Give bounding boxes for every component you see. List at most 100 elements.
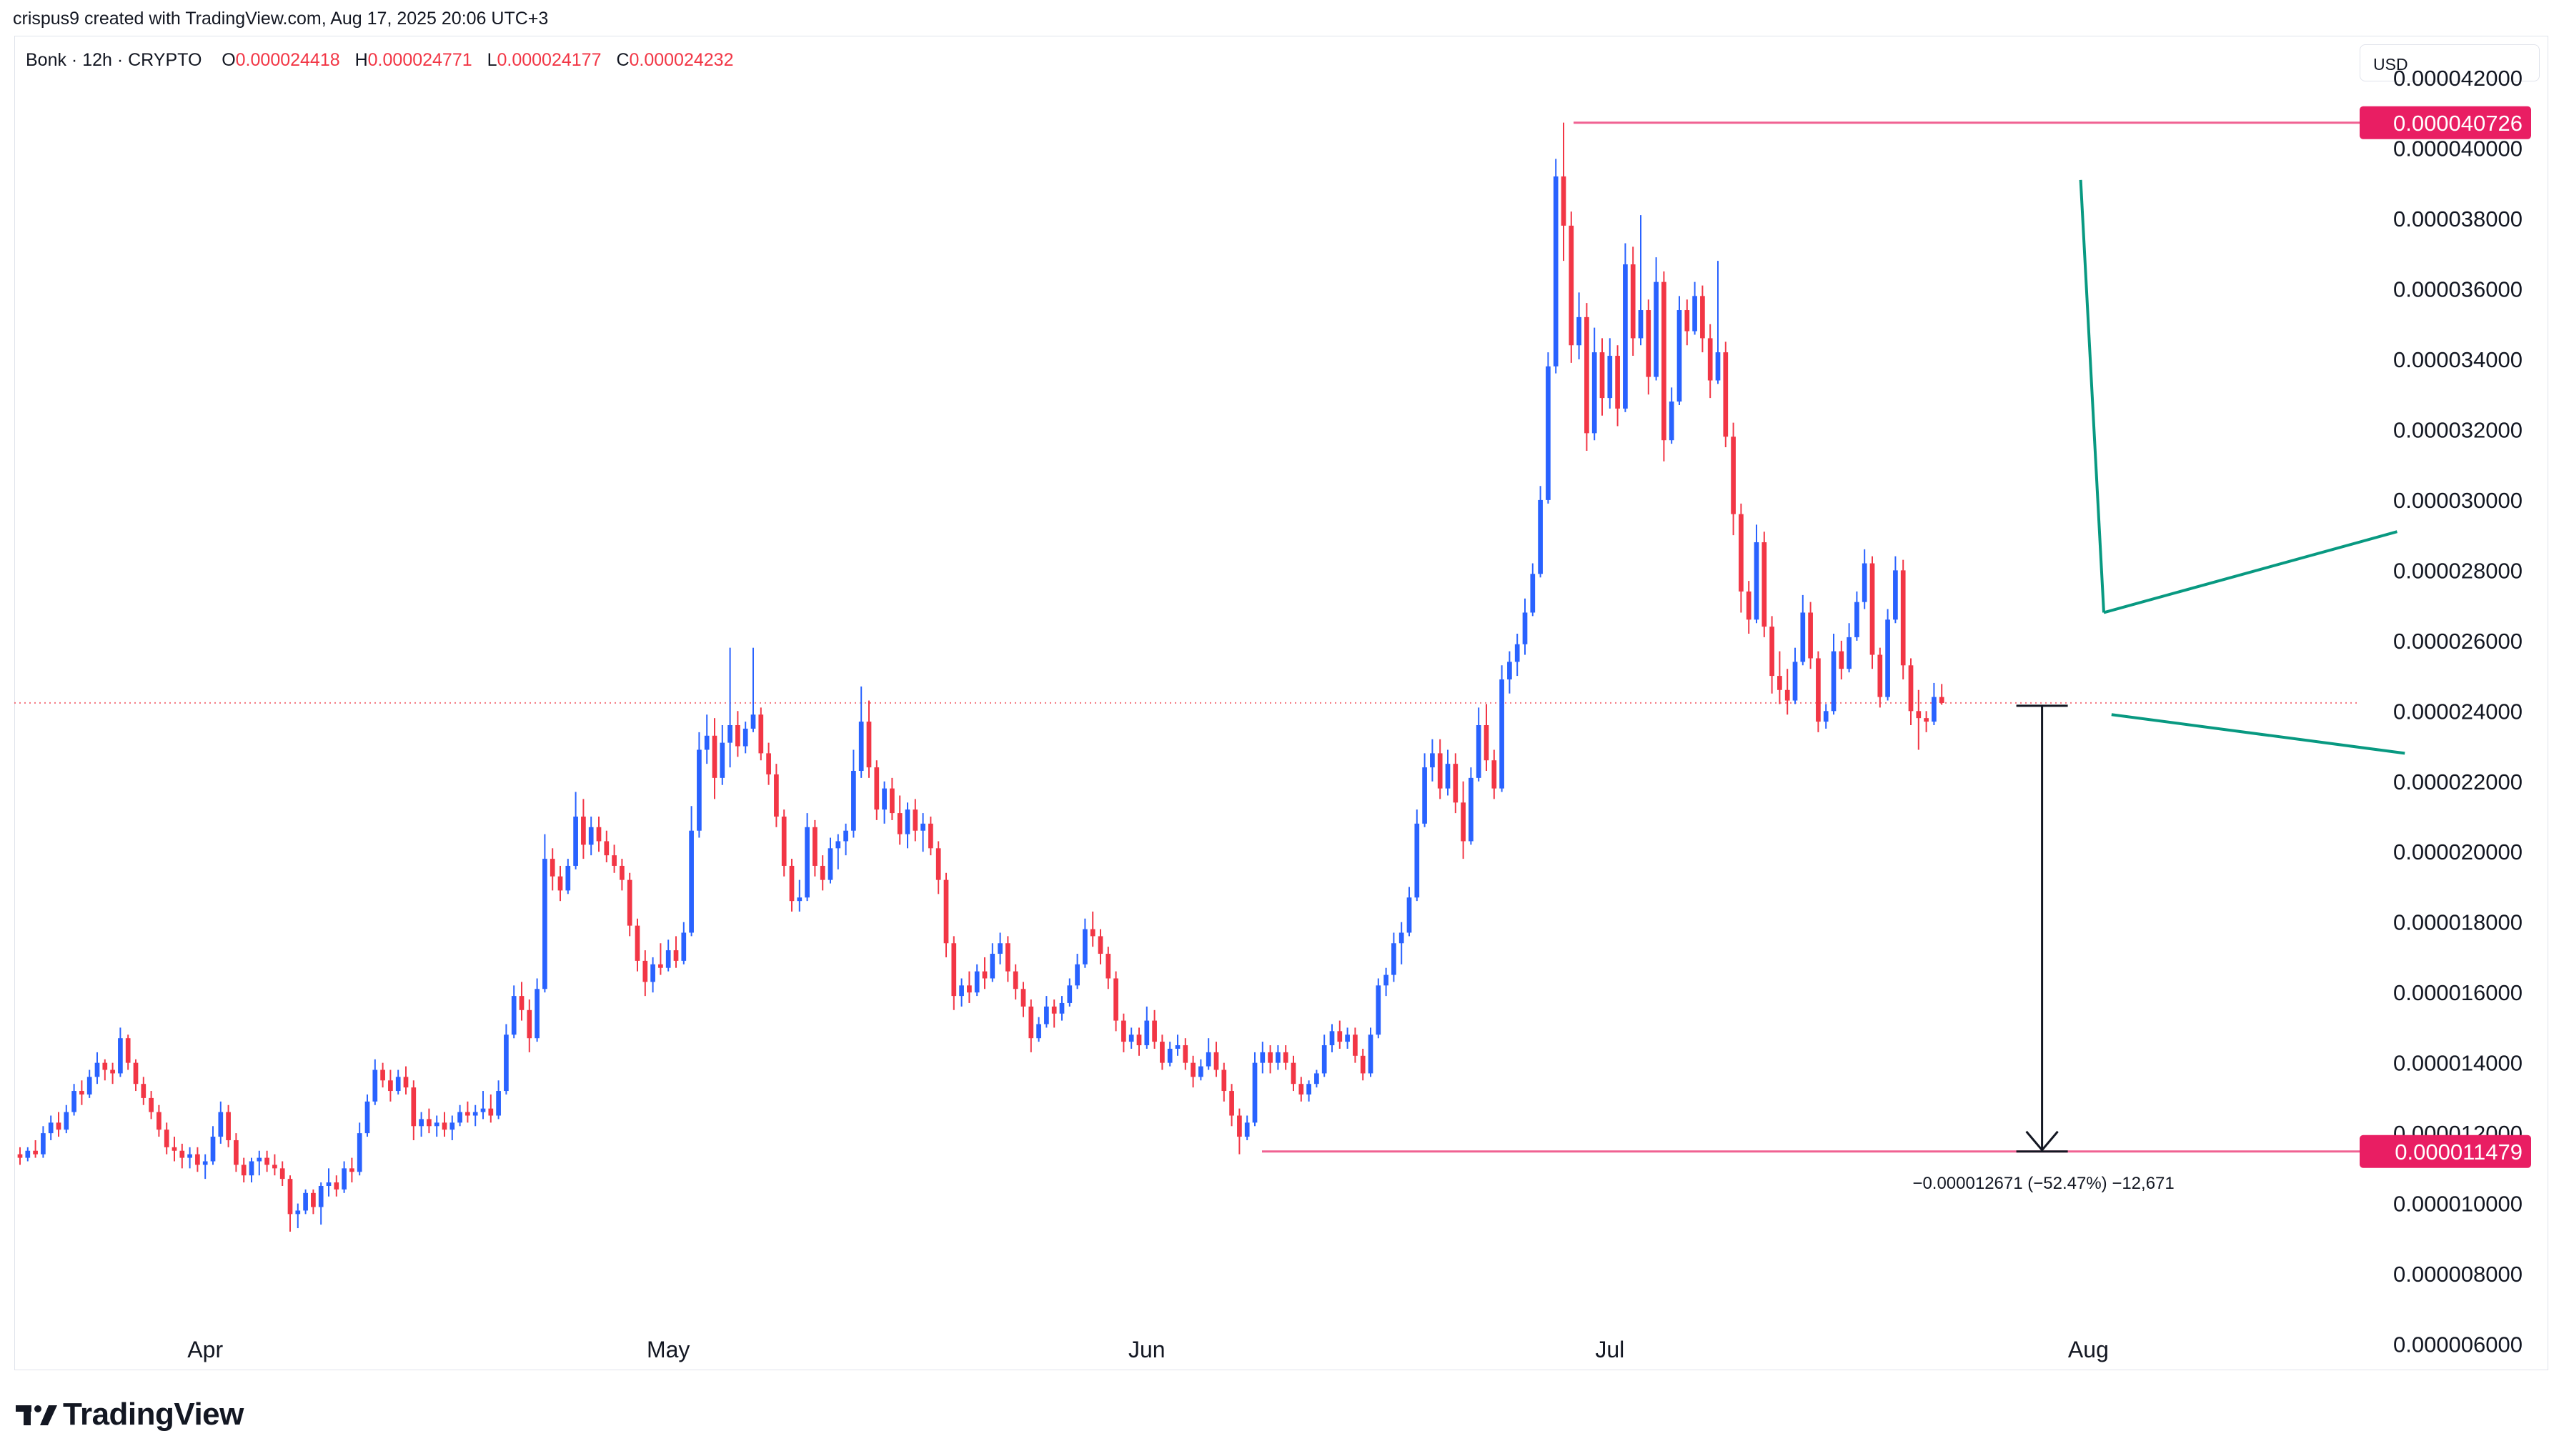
candle <box>1623 243 1628 412</box>
drawings-layer: −0.000012671 (−52.47%) −12,671 <box>1262 121 2405 1193</box>
candle <box>1484 704 1489 772</box>
candle <box>1792 647 1798 704</box>
candle-body <box>1306 1084 1311 1095</box>
candle-body <box>928 823 933 849</box>
candle <box>449 1115 455 1140</box>
candle-body <box>620 865 625 880</box>
candle <box>1707 324 1713 399</box>
candle <box>1167 1042 1173 1067</box>
candle <box>1538 486 1543 578</box>
candle <box>1816 651 1821 732</box>
candle-body <box>1530 574 1536 613</box>
candle-body <box>1113 978 1118 1021</box>
candle-body <box>665 950 671 968</box>
candle <box>1353 1027 1358 1063</box>
candle <box>1461 781 1466 859</box>
candle-body <box>1561 176 1566 226</box>
candle <box>364 1094 370 1137</box>
candle <box>411 1080 417 1140</box>
candle <box>1669 387 1674 444</box>
time-tick-label: Jun <box>1128 1337 1166 1362</box>
candle <box>781 809 787 877</box>
candle-body <box>704 735 710 750</box>
candle-body <box>1569 225 1574 346</box>
candle-body <box>1020 989 1026 1007</box>
candle <box>982 957 988 989</box>
candle <box>241 1157 247 1183</box>
candle <box>395 1069 401 1095</box>
candle-body <box>257 1157 262 1162</box>
candle-body <box>1715 352 1721 381</box>
candle <box>1044 996 1049 1028</box>
candle-body <box>565 865 571 891</box>
candle-body <box>1816 658 1821 722</box>
candle-body <box>642 960 648 982</box>
candle <box>1584 303 1589 451</box>
candle-body <box>1654 281 1659 377</box>
candle <box>1067 978 1073 1007</box>
legend-symbol[interactable]: Bonk · 12h · CRYPTO <box>26 50 202 70</box>
candle <box>172 1137 177 1162</box>
candle-body <box>635 925 640 961</box>
candle-body <box>913 809 918 831</box>
candle-body <box>604 841 610 856</box>
price-tick-label: 0.000024000 <box>2393 699 2523 724</box>
candle-body <box>411 1087 417 1127</box>
candle <box>419 1112 424 1137</box>
currency-selector[interactable]: USD <box>2360 44 2540 81</box>
candle <box>550 848 555 891</box>
candle <box>1414 809 1420 902</box>
candle <box>86 1069 92 1098</box>
candle-body <box>596 827 602 842</box>
candle-body <box>1044 1006 1049 1024</box>
candle <box>434 1115 439 1137</box>
candle <box>1784 669 1790 715</box>
candle-body <box>1623 264 1628 409</box>
candle-body <box>1059 1002 1065 1014</box>
candle-body <box>1260 1052 1266 1063</box>
candle-body <box>427 1119 432 1127</box>
candle-body <box>372 1069 378 1102</box>
candle <box>642 950 648 997</box>
candle-body <box>1800 612 1806 662</box>
candle-body <box>998 943 1003 954</box>
candle-body <box>1885 619 1890 697</box>
candle <box>1823 704 1829 729</box>
candle-body <box>1707 338 1713 381</box>
candles-layer <box>17 122 1944 1232</box>
candle-body <box>480 1108 486 1112</box>
candle-body <box>357 1133 362 1172</box>
candle <box>1036 1017 1041 1042</box>
candle <box>635 918 640 972</box>
legend-close-label: C <box>616 50 630 70</box>
candle <box>1136 1027 1142 1056</box>
candle-body <box>1784 689 1790 701</box>
candle <box>357 1122 362 1176</box>
candle <box>349 1157 354 1183</box>
candle-body <box>943 879 949 944</box>
candle-body <box>735 725 740 747</box>
candle <box>1314 1069 1319 1088</box>
candle-body <box>465 1112 470 1116</box>
candle <box>1175 1034 1181 1056</box>
candle-body <box>488 1108 494 1116</box>
candle <box>1144 1006 1150 1049</box>
candle-body <box>1522 612 1528 644</box>
candle-body <box>1360 1055 1366 1074</box>
candle <box>557 865 563 902</box>
candle-body <box>1630 264 1636 339</box>
candle <box>1924 711 1929 732</box>
candle-body <box>403 1077 409 1088</box>
candle-body <box>1314 1073 1319 1084</box>
tradingview-logo[interactable]: TradingView <box>16 1397 244 1432</box>
candle-body <box>1013 971 1018 989</box>
candle-body <box>1908 665 1914 712</box>
candle <box>1869 556 1875 669</box>
candle <box>1113 971 1118 1032</box>
candle-body <box>1684 310 1690 331</box>
candle <box>56 1112 61 1137</box>
candle-body <box>658 964 663 968</box>
candle-body <box>542 859 547 989</box>
candle <box>1191 1055 1196 1088</box>
